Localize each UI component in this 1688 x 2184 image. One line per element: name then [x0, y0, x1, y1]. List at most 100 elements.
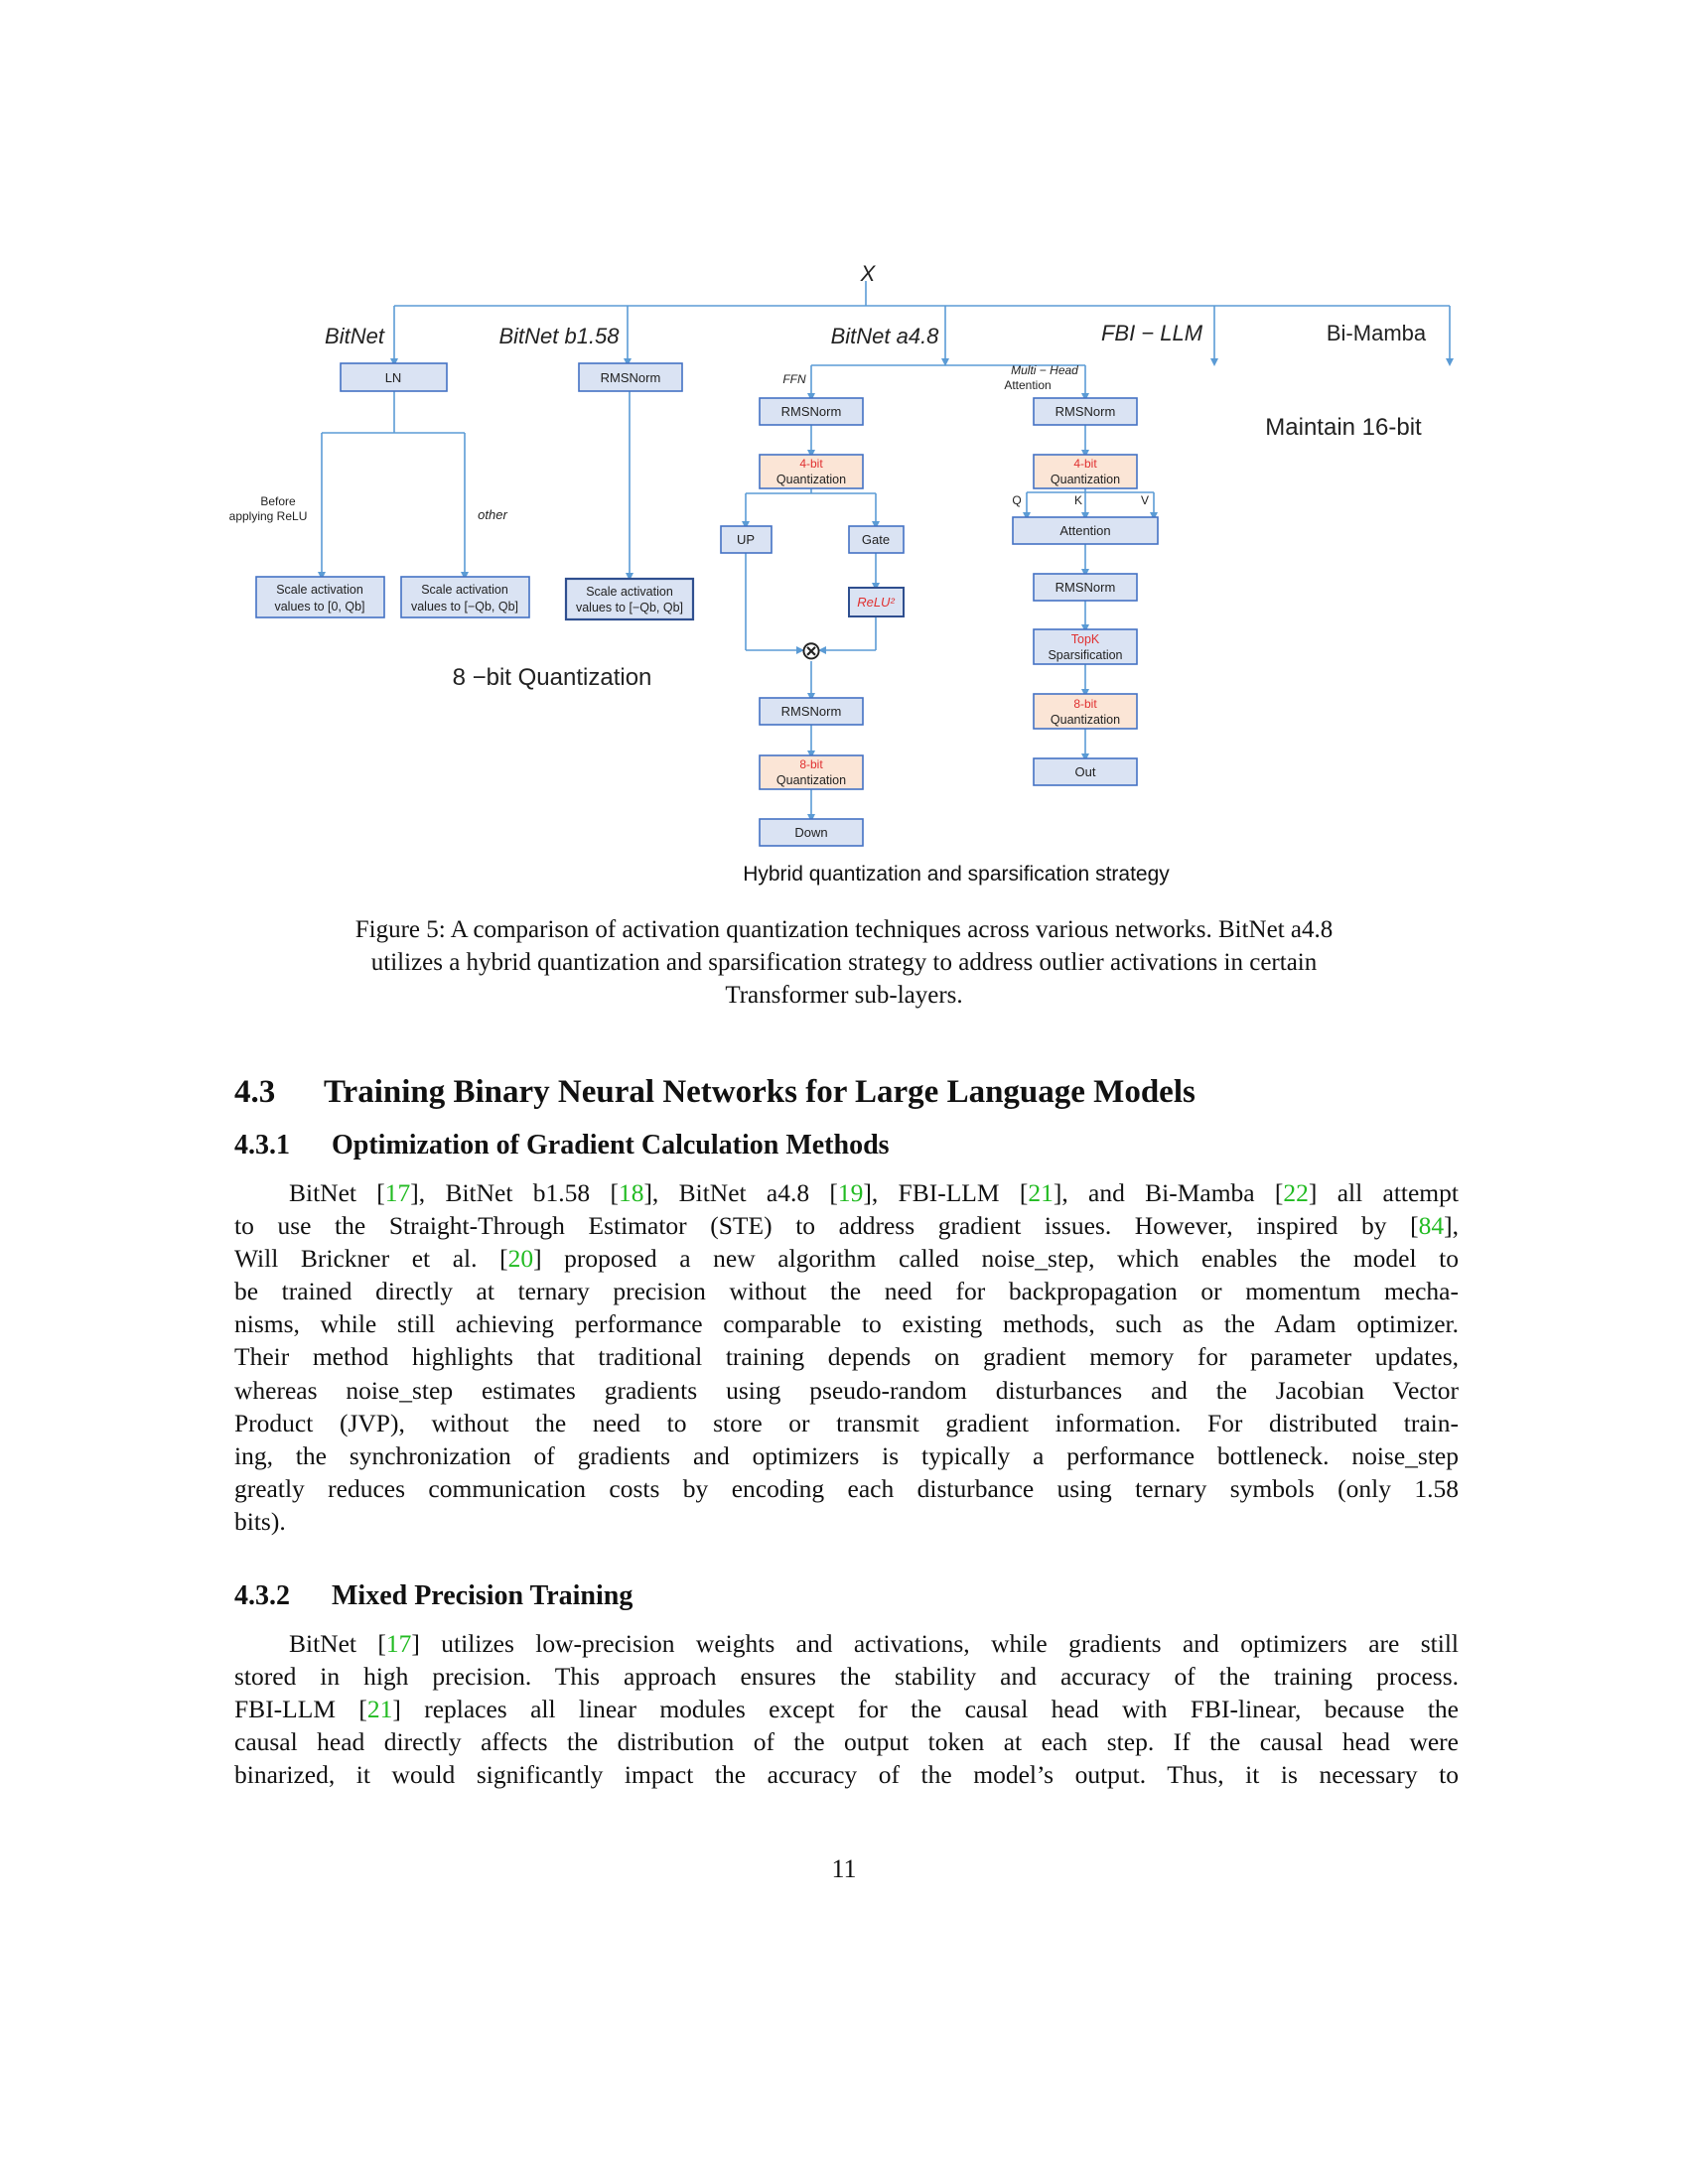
text-line: ing, the synchronization of gradients an… — [234, 1439, 1459, 1472]
subsection-2-title: Mixed Precision Training — [332, 1580, 633, 1611]
ffn-quant8-box: 8-bit Quantization — [759, 754, 864, 790]
text-segment: ], BitNet b1.58 [ — [410, 1178, 619, 1207]
text-line: FBI-LLM [21] replaces all linear modules… — [234, 1693, 1459, 1725]
subsection-1-title: Optimization of Gradient Calculation Met… — [332, 1130, 890, 1160]
attn-rmsnorm-box: RMSNorm — [1033, 397, 1138, 426]
text-segment: be trained directly at ternary precision… — [234, 1277, 1459, 1306]
b158-scale-line1: Scale activation — [586, 585, 673, 599]
text-segment: ] proposed a new algorithm called noise_… — [533, 1244, 1459, 1274]
out-label: Out — [1075, 764, 1096, 779]
attn-quant4-box: 4-bit Quantization — [1033, 454, 1138, 489]
ffn-rmsnorm2-label: RMSNorm — [781, 704, 842, 719]
branch-bimamba-label: Bi-Mamba — [1327, 321, 1427, 345]
citation-link[interactable]: 84 — [1418, 1211, 1445, 1241]
subsection-2-number: 4.3.2 — [234, 1580, 290, 1611]
v-label: V — [1141, 493, 1149, 507]
attn-quant4-bit: 4-bit — [1073, 457, 1097, 471]
attention-box: Attention — [1012, 516, 1159, 545]
text-line: Product (JVP), without the need to store… — [234, 1407, 1459, 1439]
citation-link[interactable]: 17 — [384, 1178, 411, 1207]
ffn-quant4-box: 4-bit Quantization — [759, 454, 864, 489]
ffn-quant8-bit: 8-bit — [799, 757, 823, 771]
scale-relu-line2: values to [0, Qb] — [274, 600, 364, 614]
branch-bitnet-label: BitNet — [325, 324, 385, 348]
caption-line-2: utilizes a hybrid quantization and spars… — [370, 949, 1318, 976]
text-segment: binarized, it would significantly impact… — [234, 1760, 1459, 1790]
text-segment: ] replaces all linear modules except for… — [392, 1695, 1459, 1724]
cond-before-relu-2: applying ReLU — [229, 509, 308, 523]
figure-caption: Figure 5: A comparison of activation qua… — [238, 913, 1450, 1012]
ffn-up-box: UP — [720, 525, 773, 554]
ffn-rmsnorm-box: RMSNorm — [759, 397, 864, 426]
maintain-16bit-label: Maintain 16-bit — [1265, 414, 1422, 441]
citation-link[interactable]: 22 — [1283, 1178, 1309, 1207]
scale-box-relu: Scale activation values to [0, Qb] — [255, 576, 385, 618]
citation-link[interactable]: 20 — [507, 1244, 534, 1274]
text-segment: to use the Straight-Through Estimator (S… — [234, 1211, 1419, 1241]
attn-rmsnorm-label: RMSNorm — [1055, 404, 1116, 419]
cond-before-relu: Before — [260, 494, 296, 508]
figure-5-diagram: X BitNet BitNet b1.58 BitNet a4.8 FBI − … — [229, 261, 1454, 886]
paragraph-gradient-methods: BitNet [17], BitNet b1.58 [18], BitNet a… — [234, 1176, 1459, 1538]
q-label: Q — [1012, 493, 1021, 507]
ffn-relu2-box: ReLU² — [848, 587, 905, 617]
hybrid-strategy-label: Hybrid quantization and sparsification s… — [743, 863, 1170, 886]
ffn-quant4-bit: 4-bit — [799, 457, 823, 471]
branch-b158-label: BitNet b1.58 — [498, 324, 620, 348]
ffn-gate-label: Gate — [862, 532, 890, 547]
text-segment: bits). — [234, 1506, 286, 1536]
citation-link[interactable]: 18 — [618, 1178, 644, 1207]
citation-link[interactable]: 19 — [837, 1178, 864, 1207]
text-line: to use the Straight-Through Estimator (S… — [234, 1209, 1459, 1242]
text-line: be trained directly at ternary precision… — [234, 1275, 1459, 1307]
ffn-up-label: UP — [737, 532, 755, 547]
section-title: Training Binary Neural Networks for Larg… — [324, 1074, 1196, 1110]
text-segment: nisms, while still achieving performance… — [234, 1309, 1459, 1339]
attn-quant8-bit: 8-bit — [1073, 697, 1097, 711]
scale-other-line2: values to [−Qb, Qb] — [411, 600, 518, 614]
branch-a48-label: BitNet a4.8 — [831, 324, 940, 348]
ln-box: LN — [340, 362, 448, 392]
text-segment: Will Brickner et al. [ — [234, 1244, 508, 1274]
mha-label-2: Attention — [1004, 378, 1051, 392]
ffn-gate-box: Gate — [848, 525, 905, 554]
text-line: BitNet [17] utilizes low-precision weigh… — [234, 1627, 1459, 1660]
text-line: causal head directly affects the distrib… — [234, 1725, 1459, 1758]
text-line: Their method highlights that traditional… — [234, 1340, 1459, 1373]
subsection-1-number: 4.3.1 — [234, 1130, 290, 1160]
text-line: greatly reduces communication costs by e… — [234, 1472, 1459, 1505]
text-segment: ] utilizes low-precision weights and act… — [411, 1629, 1459, 1658]
b158-scale-box: Scale activation values to [−Qb, Qb] — [564, 577, 695, 621]
b158-rmsnorm-label: RMSNorm — [601, 370, 661, 385]
attn-quant8-box: 8-bit Quantization — [1033, 693, 1138, 730]
sparsification-label: Sparsification — [1048, 648, 1122, 662]
eight-bit-label: 8 −bit Quantization — [453, 664, 652, 691]
section-number: 4.3 — [234, 1074, 276, 1110]
text-segment: whereas noise_step estimates gradients u… — [234, 1375, 1459, 1405]
caption-line-1: Figure 5: A comparison of activation qua… — [354, 916, 1334, 943]
text-segment: causal head directly affects the distrib… — [234, 1727, 1459, 1757]
ffn-quant4-text: Quantization — [776, 473, 846, 486]
text-line: nisms, while still achieving performance… — [234, 1307, 1459, 1340]
text-line: whereas noise_step estimates gradients u… — [234, 1374, 1459, 1407]
ffn-down-label: Down — [794, 825, 827, 840]
citation-link[interactable]: 21 — [1028, 1178, 1054, 1207]
ffn-rmsnorm-label: RMSNorm — [781, 404, 842, 419]
text-line: bits). — [234, 1505, 1459, 1538]
text-line: Will Brickner et al. [20] proposed a new… — [234, 1242, 1459, 1275]
attn-quant8-text: Quantization — [1051, 713, 1120, 727]
scale-box-other: Scale activation values to [−Qb, Qb] — [400, 576, 530, 618]
multiply-symbol: ⊗ — [800, 635, 822, 665]
text-segment: ], — [1444, 1211, 1459, 1241]
ffn-relu2-label: ReLU² — [857, 595, 895, 610]
attention-label: Attention — [1059, 523, 1110, 538]
text-segment: ], and Bi-Mamba [ — [1053, 1178, 1284, 1207]
citation-link[interactable]: 21 — [366, 1695, 393, 1724]
citation-link[interactable]: 17 — [385, 1629, 412, 1658]
branch-fbi-label: FBI − LLM — [1101, 321, 1203, 345]
ffn-label: FFN — [782, 372, 806, 386]
mha-label: Multi − Head — [1011, 363, 1078, 377]
page-number: 11 — [831, 1854, 857, 1883]
text-segment: Product (JVP), without the need to store… — [234, 1408, 1459, 1437]
text-line: binarized, it would significantly impact… — [234, 1758, 1459, 1791]
